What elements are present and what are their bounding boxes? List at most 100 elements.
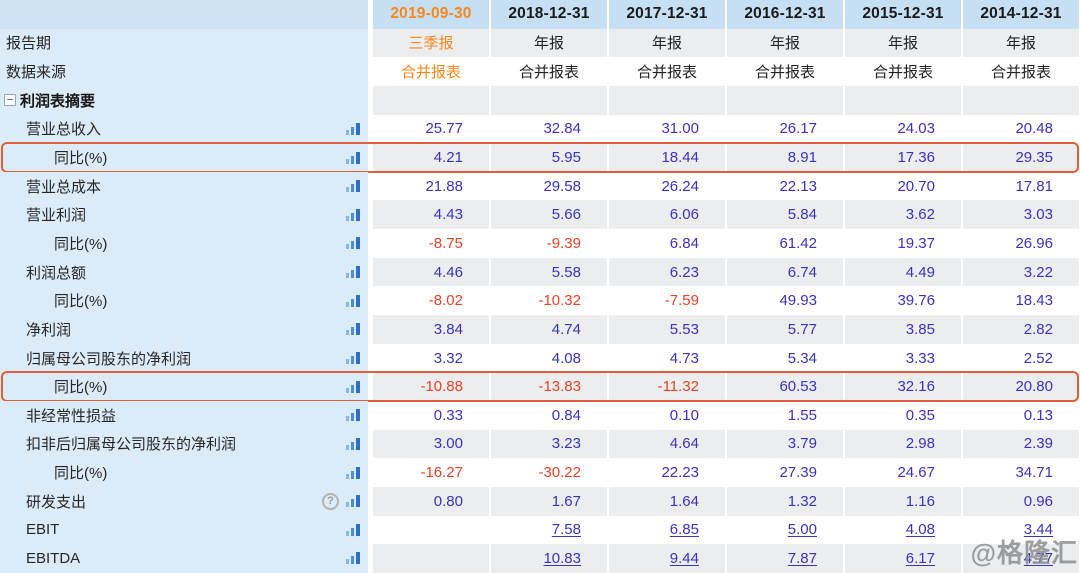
row-icons	[345, 351, 368, 365]
table-row: 同比(%) 4.21 5.95 18.44 8.91 17.36 29.35	[0, 142, 1080, 173]
bar-chart-icon[interactable]	[345, 265, 361, 279]
value-cell: -10.32	[538, 292, 581, 310]
row-label: 同比(%)	[54, 293, 108, 311]
row-label-cell: 营业利润	[0, 200, 368, 230]
table-row: 同比(%) -10.88 -13.83 -11.32 60.53 32.16 20.80	[0, 371, 1080, 402]
value-cell: 32.84	[543, 120, 581, 138]
row-label: 报告期	[6, 35, 52, 53]
bar-chart-icon[interactable]	[345, 351, 361, 365]
bar-chart-icon[interactable]	[345, 466, 361, 480]
bar-chart-icon[interactable]	[345, 179, 361, 193]
meta-cell: 年报	[845, 28, 961, 58]
bar-chart-icon[interactable]	[345, 322, 361, 336]
row-label-cell: EBIT	[0, 515, 368, 545]
value-cell: 49.93	[779, 292, 817, 310]
value-cell[interactable]: 7.87	[727, 544, 843, 573]
value-cell[interactable]: 4.08	[905, 521, 935, 539]
bar-chart-icon[interactable]	[345, 380, 361, 394]
row-label-cell: 数据来源	[0, 57, 368, 86]
meta-cell: 合并报表	[636, 64, 697, 82]
value-cell: 21.88	[425, 177, 463, 195]
section-cell	[845, 85, 961, 115]
value-cell: 18.44	[609, 143, 725, 172]
value-cell: 0.80	[373, 486, 489, 516]
value-cell: 34.71	[1015, 464, 1053, 482]
row-label: 同比(%)	[54, 150, 108, 168]
row-label: 数据来源	[6, 64, 67, 82]
value-cell[interactable]: 10.83	[491, 544, 607, 573]
value-cell[interactable]: 4.77	[963, 544, 1079, 573]
value-cell: 20.48	[1015, 120, 1053, 138]
meta-cell: 年报	[963, 28, 1079, 58]
value-cell[interactable]: 3.44	[1023, 521, 1053, 539]
row-icons	[345, 466, 368, 480]
value-cell[interactable]: 6.85	[669, 521, 699, 539]
value-cell: 1.67	[491, 486, 607, 516]
value-cell: 2.82	[963, 315, 1079, 344]
value-cell: 4.64	[609, 429, 725, 459]
value-cell[interactable]: 6.17	[845, 544, 961, 573]
column-header-2016-12-31[interactable]: 2016-12-31	[727, 0, 843, 29]
value-cell: 1.16	[845, 486, 961, 516]
value-cell[interactable]: 5.00	[787, 521, 817, 539]
column-header-2017-12-31[interactable]: 2017-12-31	[609, 0, 725, 29]
value-cell: 0.33	[433, 406, 463, 424]
column-header-2019-09-30[interactable]: 2019-09-30	[373, 0, 489, 29]
row-label-cell: 报告期	[0, 28, 368, 58]
value-cell: 20.70	[897, 177, 935, 195]
value-cell: 17.36	[845, 143, 961, 172]
row-label-cell: 研发支出?	[0, 486, 368, 516]
value-cell: 4.49	[845, 257, 961, 287]
row-label-cell: 利润总额	[0, 257, 368, 287]
row-label-cell: 归属母公司股东的净利润	[0, 343, 368, 373]
row-label-cell: 营业总成本	[0, 171, 368, 201]
row-icons	[345, 408, 368, 422]
meta-cell: 年报	[609, 28, 725, 58]
bar-chart-icon[interactable]	[345, 551, 361, 565]
help-icon[interactable]: ?	[322, 492, 339, 510]
meta-cell: 合并报表	[518, 64, 579, 82]
bar-chart-icon[interactable]	[345, 408, 361, 422]
row-label-cell: 营业总收入	[0, 114, 368, 144]
value-cell: -11.32	[609, 372, 725, 401]
row-icons	[345, 322, 368, 336]
value-cell[interactable]: 7.58	[551, 521, 581, 539]
meta-cell: 合并报表	[872, 64, 933, 82]
value-cell: 0.10	[669, 406, 699, 424]
value-cell	[373, 544, 489, 573]
row-label: 研发支出	[26, 493, 87, 511]
value-cell: 25.77	[425, 120, 463, 138]
value-cell: 4.21	[373, 143, 489, 172]
row-label: EBITDA	[26, 549, 81, 567]
value-cell: 4.74	[491, 315, 607, 344]
row-label-cell: 扣非后归属母公司股东的净利润	[0, 429, 368, 459]
column-header-2018-12-31[interactable]: 2018-12-31	[491, 0, 607, 29]
bar-chart-icon[interactable]	[345, 236, 361, 250]
bar-chart-icon[interactable]	[345, 294, 361, 308]
collapse-icon[interactable]: −	[4, 94, 16, 107]
row-label: 同比(%)	[54, 465, 108, 483]
row-label: 利润总额	[26, 264, 87, 282]
bar-chart-icon[interactable]	[345, 494, 361, 508]
bar-chart-icon[interactable]	[345, 122, 361, 136]
value-cell: 5.84	[727, 200, 843, 230]
value-cell: 1.55	[787, 406, 817, 424]
value-cell: -8.02	[428, 292, 463, 310]
value-cell[interactable]: 9.44	[609, 544, 725, 573]
column-header-2014-12-31[interactable]: 2014-12-31	[963, 0, 1079, 29]
bar-chart-icon[interactable]	[345, 523, 361, 537]
table-row: 同比(%) -16.27 -30.22 22.23 27.39 24.67 34.71	[0, 458, 1080, 487]
value-cell: 5.58	[491, 257, 607, 287]
row-label-cell: EBITDA	[0, 544, 368, 573]
value-cell: 6.74	[727, 257, 843, 287]
bar-chart-icon[interactable]	[345, 208, 361, 222]
value-cell: 31.00	[661, 120, 699, 138]
column-header-2015-12-31[interactable]: 2015-12-31	[845, 0, 961, 29]
value-cell: 3.33	[905, 349, 935, 367]
bar-chart-icon[interactable]	[345, 437, 361, 451]
value-cell: 20.80	[963, 372, 1079, 401]
bar-chart-icon[interactable]	[345, 151, 361, 165]
table-row: − 利润表摘要	[0, 85, 1080, 115]
section-cell	[609, 85, 725, 115]
